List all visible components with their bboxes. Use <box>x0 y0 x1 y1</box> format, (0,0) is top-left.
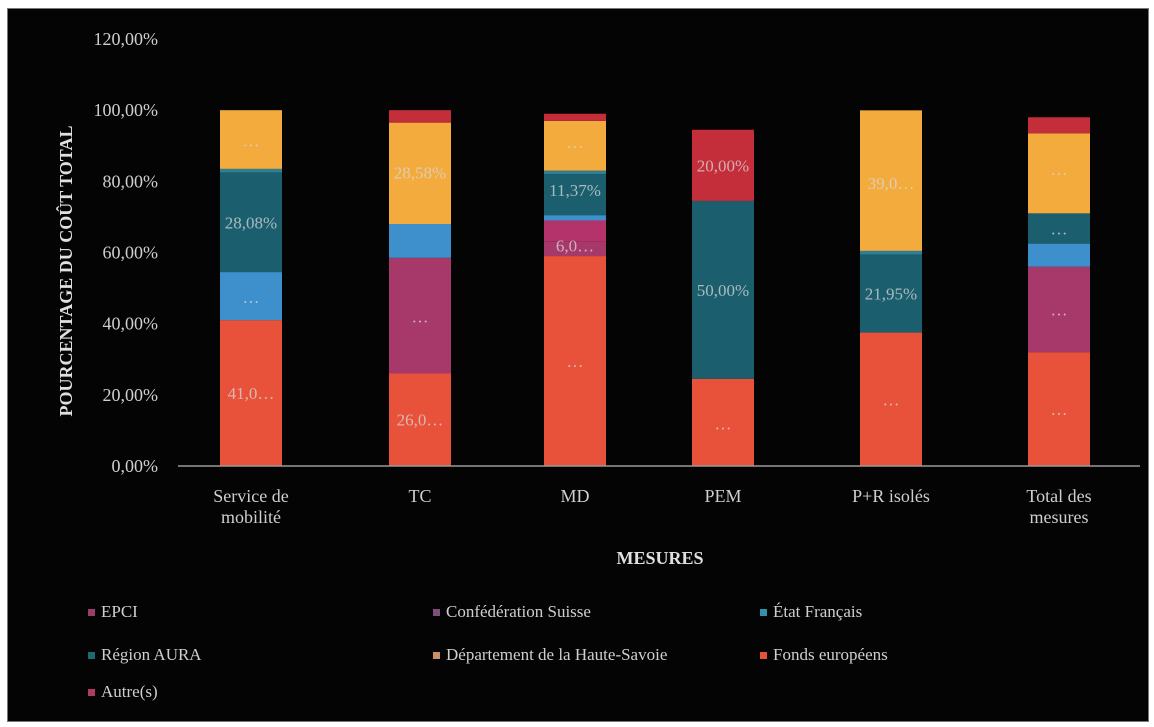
legend-label: Département de la Haute-Savoie <box>446 645 668 664</box>
data-label: 11,37% <box>549 181 601 200</box>
y-tick-label: 80,00% <box>103 171 159 191</box>
x-tick-label: Service de mobilité <box>213 486 288 527</box>
x-tick-label: PEM <box>704 486 741 506</box>
bar-segment <box>1028 133 1090 214</box>
x-tick-label: MD <box>560 486 589 506</box>
bar-segment <box>1028 213 1090 244</box>
data-label: 39,0… <box>868 174 915 193</box>
bars <box>220 110 1090 466</box>
y-tick-label: 100,00% <box>94 100 159 120</box>
bar-segment <box>220 320 282 466</box>
legend-swatch <box>88 688 95 696</box>
data-label: … <box>243 288 260 307</box>
data-label: 50,00% <box>697 281 749 300</box>
data-label: 26,0… <box>397 411 444 430</box>
bar-segment <box>860 110 922 251</box>
bar-segment <box>220 272 282 321</box>
legend-label: Autre(s) <box>101 682 158 701</box>
data-label: … <box>567 133 584 152</box>
legend-item: Autre(s) <box>88 682 158 702</box>
bar-segment <box>860 250 922 255</box>
data-label: … <box>1051 160 1068 179</box>
x-axis-title: MESURES <box>616 548 703 568</box>
bar-segment <box>544 120 606 171</box>
data-label: 20,00% <box>697 156 749 175</box>
bar-segment <box>860 332 922 466</box>
bar-segment <box>389 373 451 466</box>
data-label: … <box>243 131 260 150</box>
y-tick-label: 20,00% <box>103 385 159 405</box>
bar-segment <box>220 172 282 273</box>
legend-item: État Français <box>760 602 862 622</box>
data-label: … <box>1051 219 1068 238</box>
x-tick-label: Total des mesures <box>1026 486 1091 527</box>
bar-segment <box>544 170 606 175</box>
bar-segment <box>220 110 282 169</box>
legend-item: Région AURA <box>88 645 202 665</box>
y-tick-label: 60,00% <box>103 243 159 263</box>
bar-segment <box>220 168 282 173</box>
data-label: … <box>883 390 900 409</box>
bar-segment <box>1028 117 1090 134</box>
x-tick-label: P+R isolés <box>852 486 930 506</box>
bar-segment <box>389 257 451 374</box>
legend-swatch <box>760 608 767 616</box>
stacked-bar-chart: 0,00% 20,00% 40,00% 60,00% 80,00% 100,00% 120,… <box>55 29 1140 568</box>
legend-item: EPCI <box>88 602 138 622</box>
data-label: 41,0… <box>228 384 275 403</box>
legend-swatch <box>433 651 440 659</box>
x-axis-ticks: Service de mobilité TC MD PEM P+R isolés Total… <box>213 486 1091 527</box>
bar-segment <box>389 110 451 123</box>
bar-segment <box>692 129 754 201</box>
legend-swatch <box>760 651 767 659</box>
bar-segment <box>544 215 606 221</box>
legend-swatch <box>88 651 95 659</box>
legend-item: Fonds européens <box>760 645 888 665</box>
data-label: … <box>1051 300 1068 319</box>
bar-segment <box>1028 266 1090 353</box>
legend-swatch <box>88 608 95 616</box>
bar-segment <box>544 220 606 242</box>
legend-label: EPCI <box>101 602 138 621</box>
data-label: 21,95% <box>865 284 917 303</box>
bar-segment <box>544 113 606 121</box>
legend-item: Confédération Suisse <box>433 602 591 622</box>
legend-label: Région AURA <box>101 645 202 664</box>
legend-label: État Français <box>773 602 863 621</box>
data-label: 28,08% <box>225 213 277 232</box>
bar-segment <box>1028 243 1090 267</box>
y-tick-label: 40,00% <box>103 314 159 334</box>
bar-segment <box>544 241 606 257</box>
bar-segment <box>692 378 754 466</box>
bar-segment <box>1028 352 1090 466</box>
data-labels: 41,0… … 28,08% … 26,0… … 28,58% … 6,0… 11,37% … … 50… <box>225 131 1068 433</box>
legend-item: Département de la Haute-Savoie <box>433 645 667 665</box>
legend-swatch <box>433 608 440 616</box>
bar-segment <box>389 224 451 258</box>
bar-segment <box>389 122 451 225</box>
chart-frame: 0,00% 20,00% 40,00% 60,00% 80,00% 100,00% 120,… <box>7 8 1149 722</box>
y-axis-title: POURCENTAGE DU COÛT TOTAL <box>55 126 76 417</box>
y-tick-label: 0,00% <box>112 456 159 476</box>
data-label: 28,58% <box>394 163 446 182</box>
bar-segment <box>860 254 922 333</box>
legend-label: Fonds européens <box>773 645 888 664</box>
legend-label: Confédération Suisse <box>446 602 591 621</box>
bar-segment <box>692 200 754 379</box>
bar-segment <box>544 174 606 216</box>
data-label: 6,0… <box>556 236 594 255</box>
y-tick-label: 120,00% <box>94 29 159 49</box>
data-label: … <box>715 414 732 433</box>
data-label: … <box>567 352 584 371</box>
bar-segment <box>544 256 606 466</box>
x-tick-label: TC <box>408 486 431 506</box>
data-label: … <box>412 308 429 327</box>
data-label: … <box>1051 400 1068 419</box>
y-axis-ticks: 0,00% 20,00% 40,00% 60,00% 80,00% 100,00% 120,… <box>94 29 159 476</box>
